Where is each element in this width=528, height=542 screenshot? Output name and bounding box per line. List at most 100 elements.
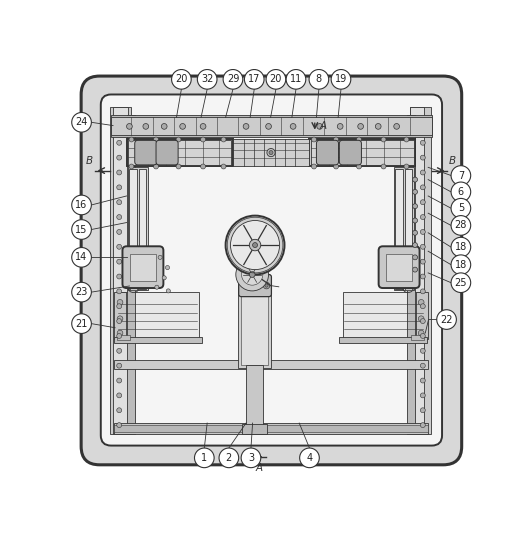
FancyBboxPatch shape bbox=[101, 94, 442, 446]
Circle shape bbox=[117, 155, 121, 160]
Bar bbox=[139, 169, 146, 289]
Circle shape bbox=[72, 314, 91, 333]
Circle shape bbox=[451, 237, 470, 257]
Circle shape bbox=[418, 330, 424, 336]
Circle shape bbox=[241, 448, 261, 468]
Circle shape bbox=[117, 200, 121, 205]
Circle shape bbox=[420, 244, 425, 249]
Circle shape bbox=[158, 255, 162, 260]
Bar bbox=[309, 139, 416, 166]
Text: 18: 18 bbox=[455, 260, 467, 270]
Circle shape bbox=[221, 137, 226, 142]
Circle shape bbox=[117, 215, 121, 220]
Circle shape bbox=[420, 423, 425, 428]
Circle shape bbox=[451, 198, 470, 218]
Bar bbox=[114, 292, 126, 339]
Circle shape bbox=[412, 255, 418, 260]
Circle shape bbox=[420, 185, 425, 190]
Text: 14: 14 bbox=[76, 253, 88, 262]
Text: 32: 32 bbox=[201, 74, 213, 85]
Circle shape bbox=[420, 408, 425, 412]
Text: 7: 7 bbox=[458, 171, 464, 180]
Circle shape bbox=[117, 378, 121, 383]
Circle shape bbox=[420, 229, 425, 234]
Circle shape bbox=[451, 182, 470, 202]
Circle shape bbox=[317, 124, 323, 129]
Text: B: B bbox=[86, 157, 93, 166]
Circle shape bbox=[244, 69, 264, 89]
Bar bbox=[117, 292, 199, 339]
Circle shape bbox=[166, 289, 171, 293]
Text: 16: 16 bbox=[76, 200, 88, 210]
FancyBboxPatch shape bbox=[340, 140, 362, 165]
Circle shape bbox=[117, 363, 121, 368]
Circle shape bbox=[420, 215, 425, 220]
Circle shape bbox=[117, 408, 121, 412]
Circle shape bbox=[451, 166, 470, 185]
Bar bbox=[410, 107, 425, 434]
Bar bbox=[110, 107, 131, 434]
Circle shape bbox=[176, 137, 181, 142]
Circle shape bbox=[451, 216, 470, 235]
Circle shape bbox=[334, 137, 338, 142]
Circle shape bbox=[266, 69, 286, 89]
Circle shape bbox=[356, 164, 362, 169]
Text: 4: 4 bbox=[306, 453, 313, 463]
Bar bbox=[242, 424, 267, 434]
Circle shape bbox=[236, 258, 269, 291]
Circle shape bbox=[381, 137, 386, 142]
Bar bbox=[394, 167, 414, 290]
Circle shape bbox=[117, 316, 123, 321]
Circle shape bbox=[117, 274, 121, 279]
Text: 23: 23 bbox=[76, 287, 88, 297]
Circle shape bbox=[117, 330, 123, 336]
Circle shape bbox=[252, 243, 258, 248]
Circle shape bbox=[154, 137, 158, 142]
Circle shape bbox=[129, 137, 134, 142]
Text: 22: 22 bbox=[440, 314, 453, 325]
Circle shape bbox=[412, 189, 418, 195]
Circle shape bbox=[375, 124, 381, 129]
Bar bbox=[114, 107, 128, 434]
Circle shape bbox=[263, 282, 270, 289]
Circle shape bbox=[420, 349, 425, 353]
Bar bbox=[416, 292, 428, 339]
Circle shape bbox=[201, 137, 205, 142]
Bar bbox=[127, 139, 233, 166]
Circle shape bbox=[117, 229, 121, 234]
Bar bbox=[128, 140, 231, 165]
Bar bbox=[114, 425, 428, 433]
Bar bbox=[130, 254, 156, 281]
Bar bbox=[127, 115, 135, 434]
Circle shape bbox=[197, 69, 217, 89]
Text: 21: 21 bbox=[76, 319, 88, 328]
Circle shape bbox=[420, 140, 425, 145]
Circle shape bbox=[265, 284, 268, 287]
Circle shape bbox=[412, 204, 418, 209]
Circle shape bbox=[117, 423, 121, 428]
Circle shape bbox=[420, 304, 425, 309]
Bar bbox=[130, 281, 137, 290]
Circle shape bbox=[219, 448, 239, 468]
Bar bbox=[343, 292, 425, 339]
Text: 28: 28 bbox=[455, 221, 467, 230]
Circle shape bbox=[117, 349, 121, 353]
Text: 29: 29 bbox=[227, 74, 239, 85]
Text: 8: 8 bbox=[316, 74, 322, 85]
Text: 3: 3 bbox=[248, 453, 254, 463]
Circle shape bbox=[165, 266, 169, 269]
FancyBboxPatch shape bbox=[81, 76, 461, 465]
Circle shape bbox=[162, 276, 166, 280]
Circle shape bbox=[266, 124, 271, 129]
FancyBboxPatch shape bbox=[316, 140, 338, 165]
Text: 20: 20 bbox=[270, 74, 282, 85]
Circle shape bbox=[143, 124, 149, 129]
Circle shape bbox=[72, 113, 91, 132]
Circle shape bbox=[437, 309, 456, 330]
Bar bbox=[117, 335, 130, 340]
Circle shape bbox=[194, 448, 214, 468]
Circle shape bbox=[420, 378, 425, 383]
Circle shape bbox=[72, 195, 91, 215]
Text: A: A bbox=[256, 463, 263, 473]
Circle shape bbox=[241, 264, 263, 285]
